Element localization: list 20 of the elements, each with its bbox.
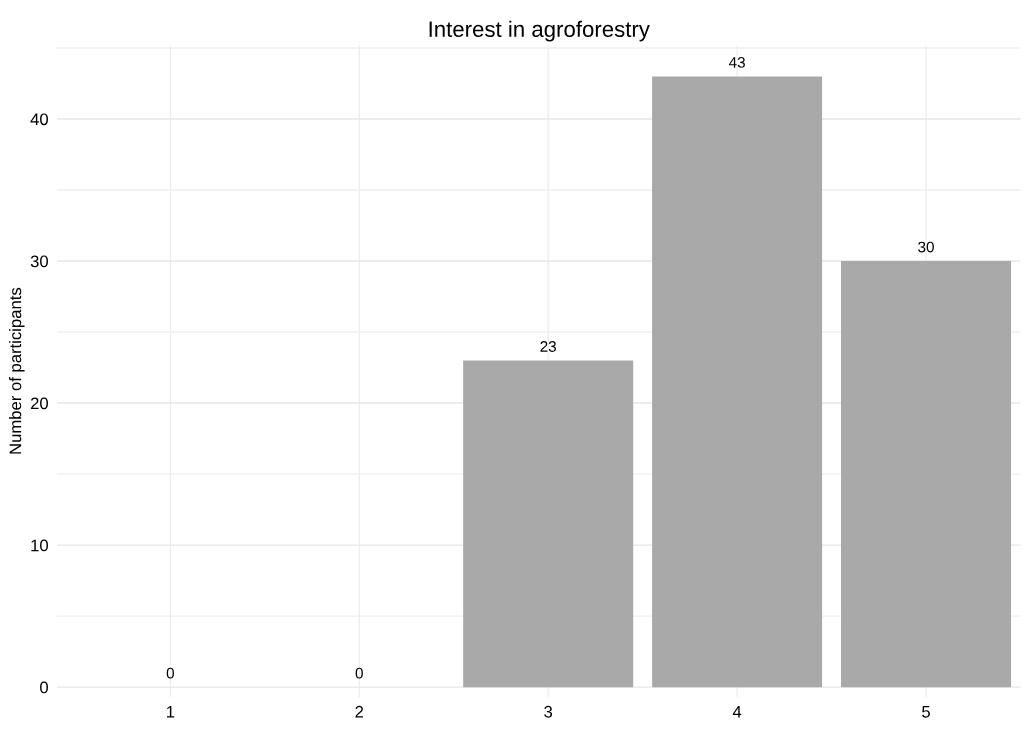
data-label: 30 xyxy=(918,241,934,253)
y-tick-label: 0 xyxy=(40,681,49,694)
bar xyxy=(652,76,823,688)
y-tick-label: 20 xyxy=(30,397,49,410)
bar xyxy=(463,360,634,688)
x-tick-label: 4 xyxy=(732,706,742,718)
y-tick-label: 40 xyxy=(30,113,49,126)
bar xyxy=(841,261,1012,688)
data-label: 43 xyxy=(728,56,745,68)
y-axis-title: Number of participants xyxy=(9,287,25,454)
chart-title: Interest in agroforestry xyxy=(429,20,650,42)
x-tick-label: 1 xyxy=(166,706,175,718)
data-label: 23 xyxy=(540,341,557,352)
x-tick-label: 5 xyxy=(922,706,930,718)
x-tick-label: 3 xyxy=(544,705,553,718)
y-tick-label: 30 xyxy=(30,255,49,268)
x-tick-label: 2 xyxy=(355,705,364,718)
data-label: 0 xyxy=(355,667,363,679)
y-tick-label: 10 xyxy=(31,539,49,552)
data-label: 0 xyxy=(166,667,174,679)
